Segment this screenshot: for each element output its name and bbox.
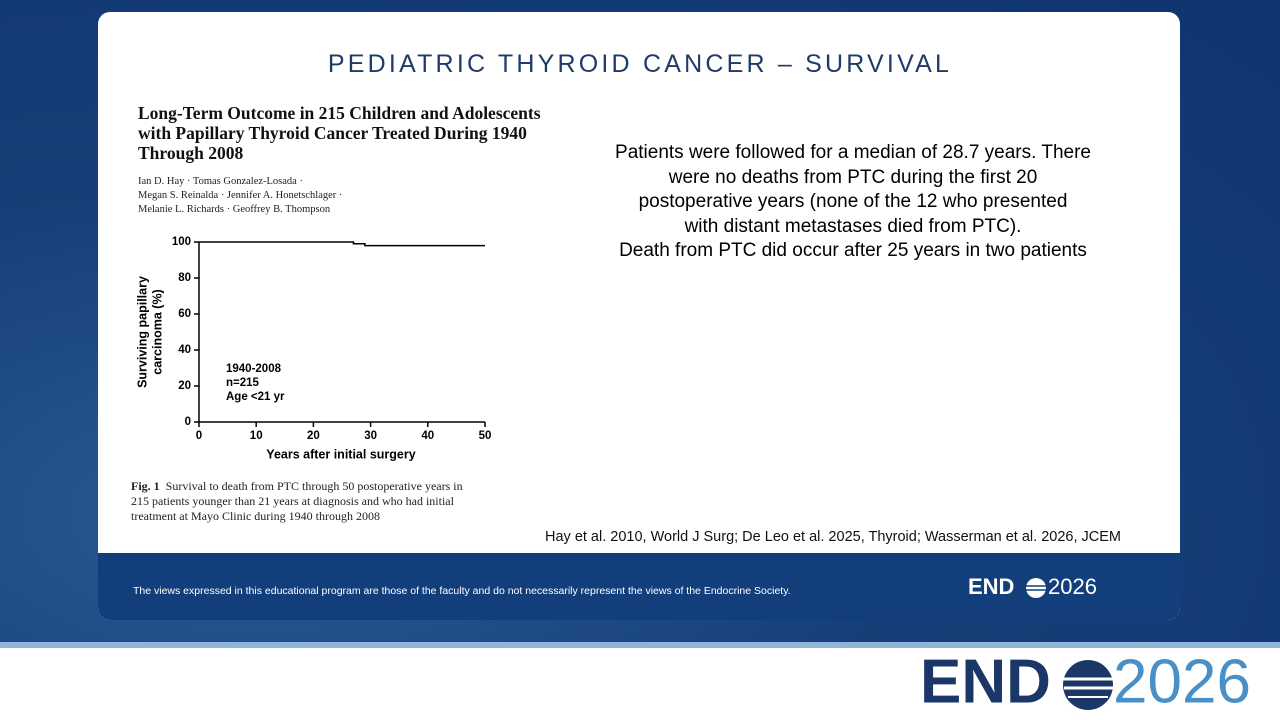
x-tick-label: 0 — [196, 430, 202, 442]
footer-band — [98, 553, 1180, 620]
paper-title: Long-Term Outcome in 215 Children and Ad… — [138, 103, 541, 163]
y-tick-label: 60 — [178, 308, 191, 320]
logo-left: END — [968, 574, 1014, 599]
y-tick-label: 0 — [185, 416, 191, 428]
author-line: Melanie L. Richards · Geoffrey B. Thomps… — [138, 204, 331, 215]
disclaimer: The views expressed in this educational … — [133, 585, 791, 597]
summary-line: were no deaths from PTC during the first… — [668, 166, 1038, 188]
summary-line: Patients were followed for a median of 2… — [615, 142, 1091, 163]
divider — [0, 642, 1280, 648]
paper-authors: Ian D. Hay · Tomas Gonzalez-Losada · Meg… — [138, 175, 342, 217]
logo-right: 2026 — [1113, 647, 1251, 716]
logo-globe — [1025, 578, 1047, 598]
slide-title: PEDIATRIC THYROID CANCER – SURVIVAL — [327, 50, 953, 78]
paper-title-line: Through 2008 — [138, 143, 244, 163]
caption-line: 215 patients younger than 21 years at di… — [131, 494, 454, 508]
summary-line: postoperative years (none of the 12 who … — [638, 191, 1068, 212]
summary: Patients were followed for a median of 2… — [560, 141, 1146, 264]
y-tick-label: 20 — [178, 380, 191, 392]
survival-line — [199, 241, 485, 247]
y-tick-label: 40 — [178, 344, 191, 356]
y-axis-label: Surviving papillary carcinoma (%) — [135, 276, 164, 388]
logo-right: 2026 — [1048, 574, 1097, 599]
caption-line: Fig. 1 Survival to death from PTC throug… — [131, 479, 463, 494]
x-tick-label: 30 — [364, 430, 377, 442]
paper-title-line: with Papillary Thyroid Cancer Treated Du… — [138, 123, 527, 143]
summary-line: with distant metastases died from PTC). — [684, 215, 1022, 237]
caption-text: Survival to death from PTC through 50 po… — [165, 479, 463, 493]
y-axis-label-line: carcinoma (%) — [150, 289, 164, 374]
annotation: n=215 — [226, 377, 260, 389]
annotation: 1940-2008 — [226, 363, 282, 375]
slide-card — [98, 12, 1180, 620]
x-tick-label: 40 — [421, 430, 434, 442]
author-line: Megan S. Reinalda · Jennifer A. Honetsch… — [138, 190, 343, 201]
paper-title-line: Long-Term Outcome in 215 Children and Ad… — [138, 103, 541, 123]
x-tick-label: 10 — [250, 430, 263, 442]
figure-label: Fig. 1 — [131, 479, 160, 493]
y-tick-label: 80 — [178, 272, 191, 284]
y-tick-label: 100 — [172, 236, 191, 248]
x-tick-label: 50 — [479, 430, 492, 442]
y-axis-label-line: Surviving papillary — [135, 276, 149, 388]
caption-line: treatment at Mayo Clinic during 1940 thr… — [131, 509, 380, 523]
x-axis-label: Years after initial surgery — [266, 447, 415, 461]
logo-left: END — [920, 647, 1051, 716]
logo-globe — [1062, 660, 1114, 710]
x-tick-label: 20 — [307, 430, 320, 442]
citation: Hay et al. 2010, World J Surg; De Leo et… — [545, 529, 1121, 545]
author-line: Ian D. Hay · Tomas Gonzalez-Losada · — [138, 176, 303, 187]
figure-caption: Fig. 1 Survival to death from PTC throug… — [131, 479, 463, 524]
summary-line: Death from PTC did occur after 25 years … — [619, 240, 1087, 261]
annotation: Age <21 yr — [226, 391, 285, 403]
